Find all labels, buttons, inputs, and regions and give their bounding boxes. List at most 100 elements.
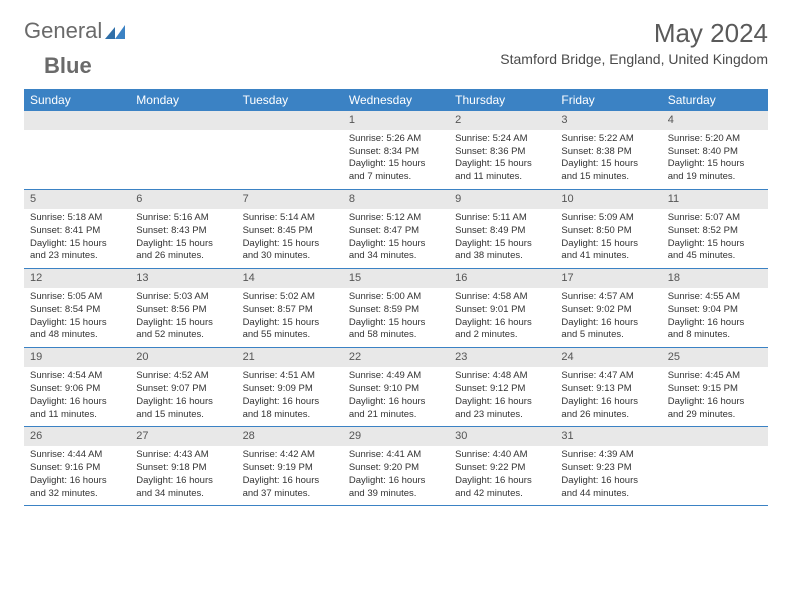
weeks-container: 1Sunrise: 5:26 AMSunset: 8:34 PMDaylight… (24, 111, 768, 506)
day-cell (237, 111, 343, 189)
daylight-text: Daylight: 15 hours and 30 minutes. (243, 238, 337, 264)
day-content: Sunrise: 4:45 AMSunset: 9:15 PMDaylight:… (662, 367, 768, 426)
day-content: Sunrise: 4:52 AMSunset: 9:07 PMDaylight:… (130, 367, 236, 426)
sunset-text: Sunset: 9:20 PM (349, 462, 443, 475)
daylight-text: Daylight: 15 hours and 7 minutes. (349, 158, 443, 184)
week-row: 26Sunrise: 4:44 AMSunset: 9:16 PMDayligh… (24, 427, 768, 506)
day-content: Sunrise: 5:11 AMSunset: 8:49 PMDaylight:… (449, 209, 555, 268)
day-header-thu: Thursday (449, 89, 555, 111)
sunset-text: Sunset: 8:49 PM (455, 225, 549, 238)
day-cell: 23Sunrise: 4:48 AMSunset: 9:12 PMDayligh… (449, 348, 555, 426)
logo-icon (105, 23, 125, 39)
day-cell: 15Sunrise: 5:00 AMSunset: 8:59 PMDayligh… (343, 269, 449, 347)
sunset-text: Sunset: 8:38 PM (561, 146, 655, 159)
sunrise-text: Sunrise: 5:14 AM (243, 212, 337, 225)
day-header-mon: Monday (130, 89, 236, 111)
day-number: 18 (662, 269, 768, 288)
day-header-row: Sunday Monday Tuesday Wednesday Thursday… (24, 89, 768, 111)
sunset-text: Sunset: 8:54 PM (30, 304, 124, 317)
day-cell: 13Sunrise: 5:03 AMSunset: 8:56 PMDayligh… (130, 269, 236, 347)
sunset-text: Sunset: 9:23 PM (561, 462, 655, 475)
day-number: 30 (449, 427, 555, 446)
day-number: 2 (449, 111, 555, 130)
day-cell: 1Sunrise: 5:26 AMSunset: 8:34 PMDaylight… (343, 111, 449, 189)
day-content: Sunrise: 4:42 AMSunset: 9:19 PMDaylight:… (237, 446, 343, 505)
day-content: Sunrise: 5:09 AMSunset: 8:50 PMDaylight:… (555, 209, 661, 268)
daylight-text: Daylight: 16 hours and 18 minutes. (243, 396, 337, 422)
day-content: Sunrise: 5:16 AMSunset: 8:43 PMDaylight:… (130, 209, 236, 268)
week-row: 12 Sunrise: 5:05 AMSunset: 8:54 PM Dayligh… (24, 269, 768, 348)
day-cell: 6Sunrise: 5:16 AMSunset: 8:43 PMDaylight… (130, 190, 236, 268)
daylight-text: Daylight: 15 hours and 26 minutes. (136, 238, 230, 264)
day-cell (662, 427, 768, 505)
daylight-text: Daylight: 16 hours and 32 minutes. (30, 475, 124, 501)
daylight-text: Daylight: 16 hours and 29 minutes. (668, 396, 762, 422)
day-content: Sunrise: 5:22 AMSunset: 8:38 PMDaylight:… (555, 130, 661, 189)
daylight-text: Daylight: 16 hours and 11 minutes. (30, 396, 124, 422)
sunset-text: Sunset: 9:13 PM (561, 383, 655, 396)
sunset-text: Sunset: 9:22 PM (455, 462, 549, 475)
day-content: Sunrise: 5:24 AMSunset: 8:36 PMDaylight:… (449, 130, 555, 189)
day-cell: 19Sunrise: 4:54 AMSunset: 9:06 PMDayligh… (24, 348, 130, 426)
daylight-text: Daylight: 15 hours and 34 minutes. (349, 238, 443, 264)
day-cell: 11Sunrise: 5:07 AMSunset: 8:52 PMDayligh… (662, 190, 768, 268)
day-content: Sunrise: 4:41 AMSunset: 9:20 PMDaylight:… (343, 446, 449, 505)
day-number: 3 (555, 111, 661, 130)
day-number (237, 111, 343, 130)
sunset-text: Sunset: 9:10 PM (349, 383, 443, 396)
daylight-text: Daylight: 16 hours and 34 minutes. (136, 475, 230, 501)
sunset-text: Sunset: 8:43 PM (136, 225, 230, 238)
sunset-text: Sunset: 9:01 PM (455, 304, 549, 317)
day-cell: 18Sunrise: 4:55 AMSunset: 9:04 PMDayligh… (662, 269, 768, 347)
sunrise-text: Sunrise: 5:05 AM (30, 291, 124, 304)
day-number: 4 (662, 111, 768, 130)
sunrise-text: Sunrise: 5:16 AM (136, 212, 230, 225)
sunrise-text: Sunrise: 5:20 AM (668, 133, 762, 146)
day-content: Sunrise: 5:18 AMSunset: 8:41 PMDaylight:… (24, 209, 130, 268)
day-content: Sunrise: 4:40 AMSunset: 9:22 PMDaylight:… (449, 446, 555, 505)
day-content: Sunrise: 5:26 AMSunset: 8:34 PMDaylight:… (343, 130, 449, 189)
day-header-fri: Friday (555, 89, 661, 111)
sunrise-text: Sunrise: 5:02 AM (243, 291, 337, 304)
day-number: 12 (24, 269, 130, 288)
day-cell: 7Sunrise: 5:14 AMSunset: 8:45 PMDaylight… (237, 190, 343, 268)
daylight-text: Daylight: 16 hours and 44 minutes. (561, 475, 655, 501)
day-number: 31 (555, 427, 661, 446)
sunrise-text: Sunrise: 5:11 AM (455, 212, 549, 225)
sunset-text: Sunset: 9:04 PM (668, 304, 762, 317)
daylight-text: Daylight: 16 hours and 39 minutes. (349, 475, 443, 501)
day-number: 28 (237, 427, 343, 446)
day-number: 29 (343, 427, 449, 446)
day-number (662, 427, 768, 446)
sunrise-text: Sunrise: 5:12 AM (349, 212, 443, 225)
day-number: 22 (343, 348, 449, 367)
day-cell: 25Sunrise: 4:45 AMSunset: 9:15 PMDayligh… (662, 348, 768, 426)
day-cell: 31Sunrise: 4:39 AMSunset: 9:23 PMDayligh… (555, 427, 661, 505)
daylight-text: Daylight: 16 hours and 15 minutes. (136, 396, 230, 422)
daylight-text: Daylight: 15 hours and 52 minutes. (136, 317, 230, 343)
sunrise-text: Sunrise: 4:54 AM (30, 370, 124, 383)
sunset-text: Sunset: 8:59 PM (349, 304, 443, 317)
day-content: Sunrise: 5:12 AMSunset: 8:47 PMDaylight:… (343, 209, 449, 268)
sunrise-text: Sunrise: 5:22 AM (561, 133, 655, 146)
day-number: 9 (449, 190, 555, 209)
calendar: Sunday Monday Tuesday Wednesday Thursday… (24, 89, 768, 506)
sunset-text: Sunset: 9:09 PM (243, 383, 337, 396)
day-content: Sunrise: 4:43 AMSunset: 9:18 PMDaylight:… (130, 446, 236, 505)
sunset-text: Sunset: 8:34 PM (349, 146, 443, 159)
day-number: 11 (662, 190, 768, 209)
daylight-text: Daylight: 15 hours and 11 minutes. (455, 158, 549, 184)
daylight-text: Daylight: 16 hours and 42 minutes. (455, 475, 549, 501)
day-cell: 29Sunrise: 4:41 AMSunset: 9:20 PMDayligh… (343, 427, 449, 505)
day-cell: 14Sunrise: 5:02 AMSunset: 8:57 PMDayligh… (237, 269, 343, 347)
sunrise-text: Sunrise: 5:00 AM (349, 291, 443, 304)
sunrise-text: Sunrise: 4:51 AM (243, 370, 337, 383)
logo: General (24, 18, 128, 44)
day-number: 7 (237, 190, 343, 209)
day-cell (130, 111, 236, 189)
daylight-text: Daylight: 15 hours and 41 minutes. (561, 238, 655, 264)
day-content: Sunrise: 4:44 AMSunset: 9:16 PMDaylight:… (24, 446, 130, 505)
week-row: 1Sunrise: 5:26 AMSunset: 8:34 PMDaylight… (24, 111, 768, 190)
day-content: Sunrise: 4:51 AMSunset: 9:09 PMDaylight:… (237, 367, 343, 426)
sunrise-text: Sunrise: 5:09 AM (561, 212, 655, 225)
